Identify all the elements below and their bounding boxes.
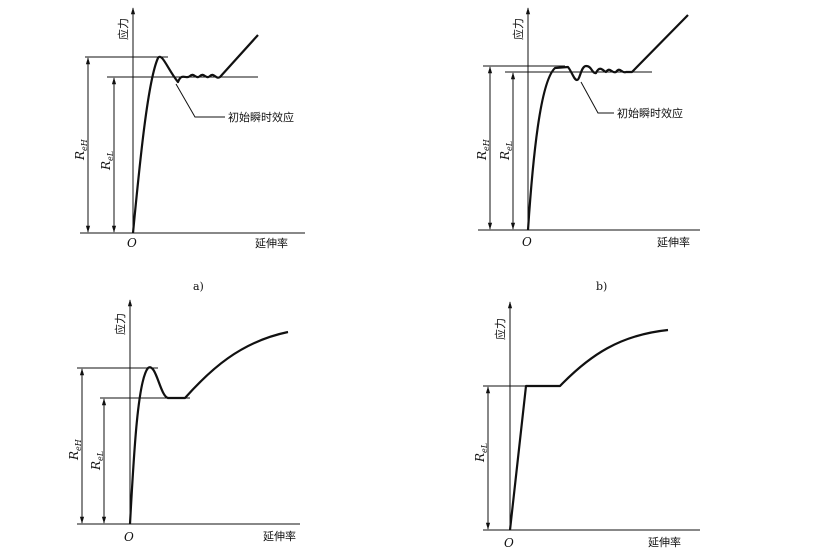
reh-label: ReH xyxy=(475,138,491,161)
panel-label: a) xyxy=(193,280,204,293)
annotation-leader xyxy=(175,83,225,118)
rel-label: ReL xyxy=(473,443,489,463)
stress-strain-curve xyxy=(128,330,289,525)
stress-strain-curve xyxy=(526,14,689,231)
rel-label: ReL xyxy=(89,451,105,471)
reh-label: ReH xyxy=(73,138,89,161)
x-axis-label: 延伸率 xyxy=(648,535,681,549)
stress-strain-curve xyxy=(131,34,259,234)
origin-label: O xyxy=(504,536,514,550)
reh-label: ReH xyxy=(67,438,83,461)
origin-label: O xyxy=(124,530,134,544)
y-axis-label: 应力 xyxy=(493,318,507,340)
stress-strain-curve xyxy=(508,328,669,531)
x-axis-label: 延伸率 xyxy=(657,235,690,249)
panel-label: b) xyxy=(596,280,607,293)
panel-a: 初始瞬时效应 应力 延伸率 O ReH ReL a) xyxy=(73,7,305,293)
y-axis-label: 应力 xyxy=(113,313,127,335)
annotation-text: 初始瞬时效应 xyxy=(617,106,683,120)
origin-label: O xyxy=(127,236,137,250)
x-axis-label: 延伸率 xyxy=(255,236,288,250)
annotation-text: 初始瞬时效应 xyxy=(228,110,294,124)
panel-b: 初始瞬时效应 应力 延伸率 O ReH ReL b) xyxy=(475,7,700,293)
y-axis-label: 应力 xyxy=(511,18,525,40)
panel-c: 应力 延伸率 O ReH ReL xyxy=(67,299,300,544)
rel-label: ReL xyxy=(498,141,514,161)
panel-d: 应力 延伸率 O ReL xyxy=(473,301,700,550)
origin-label: O xyxy=(522,235,532,249)
y-axis-label: 应力 xyxy=(116,18,130,40)
annotation-leader xyxy=(580,81,614,114)
x-axis-label: 延伸率 xyxy=(263,529,296,543)
rel-label: ReL xyxy=(99,151,115,171)
